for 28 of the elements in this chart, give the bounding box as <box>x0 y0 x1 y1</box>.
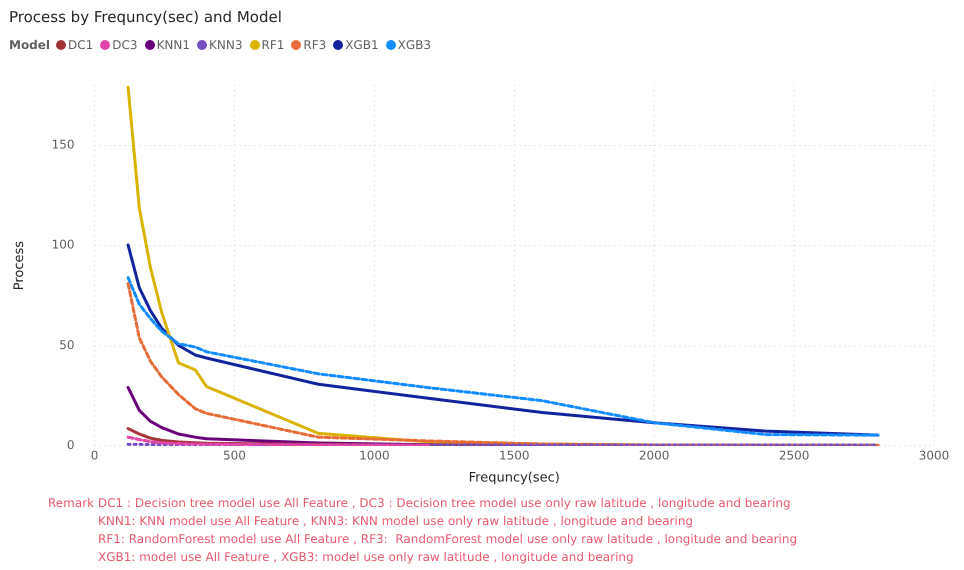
text: KNN1: KNN model use All Feature , KNN3: KNN model use only raw latitude , longitude and bearing <box>97 513 694 530</box>
text: RF1: RandomForest model use All Feature , RF3: RandomForest model use only raw latitude , longitude and bearing <box>97 531 798 548</box>
x-tick-label: 2500 <box>778 448 810 462</box>
y-tick-label: 0 <box>66 438 75 452</box>
text: XGB1: model use All Feature , XGB3: model use only raw latitude , longitude and bearing <box>97 549 635 566</box>
x-tick-label: 0 <box>90 448 98 462</box>
y-tick-label: 150 <box>52 137 75 152</box>
legend-label: RF3 <box>303 38 326 52</box>
legend-label: KNN1 <box>156 38 190 52</box>
chart-title: Process by Frequncy(sec) and Model <box>9 8 282 26</box>
text: Remark DC1 : Decision tree model use All Feature , DC3 : Decision tree model use only raw latitude , longitude and bearing <box>48 495 792 512</box>
legend-label: KNN3 <box>209 38 242 52</box>
legend-label: XGB3 <box>398 38 432 52</box>
legend-label: RF1 <box>262 38 284 52</box>
y-tick-label: 100 <box>52 238 75 252</box>
x-tick-label: 1500 <box>498 448 530 462</box>
y-tick-label: 50 <box>59 338 75 352</box>
legend-title: Model <box>9 38 50 52</box>
legend-label: DC1 <box>68 38 94 52</box>
x-axis-title: Frequncy(sec) <box>468 470 560 486</box>
x-tick-label: 500 <box>222 448 246 462</box>
x-tick-label: 1000 <box>359 448 390 462</box>
line-series <box>126 436 432 446</box>
x-tick-label: 2000 <box>638 448 670 462</box>
y-axis-title: Process <box>12 240 28 290</box>
legend-label: DC3 <box>112 38 138 52</box>
legend-label: XGB1 <box>345 38 379 52</box>
x-tick-label: 3000 <box>918 448 950 462</box>
